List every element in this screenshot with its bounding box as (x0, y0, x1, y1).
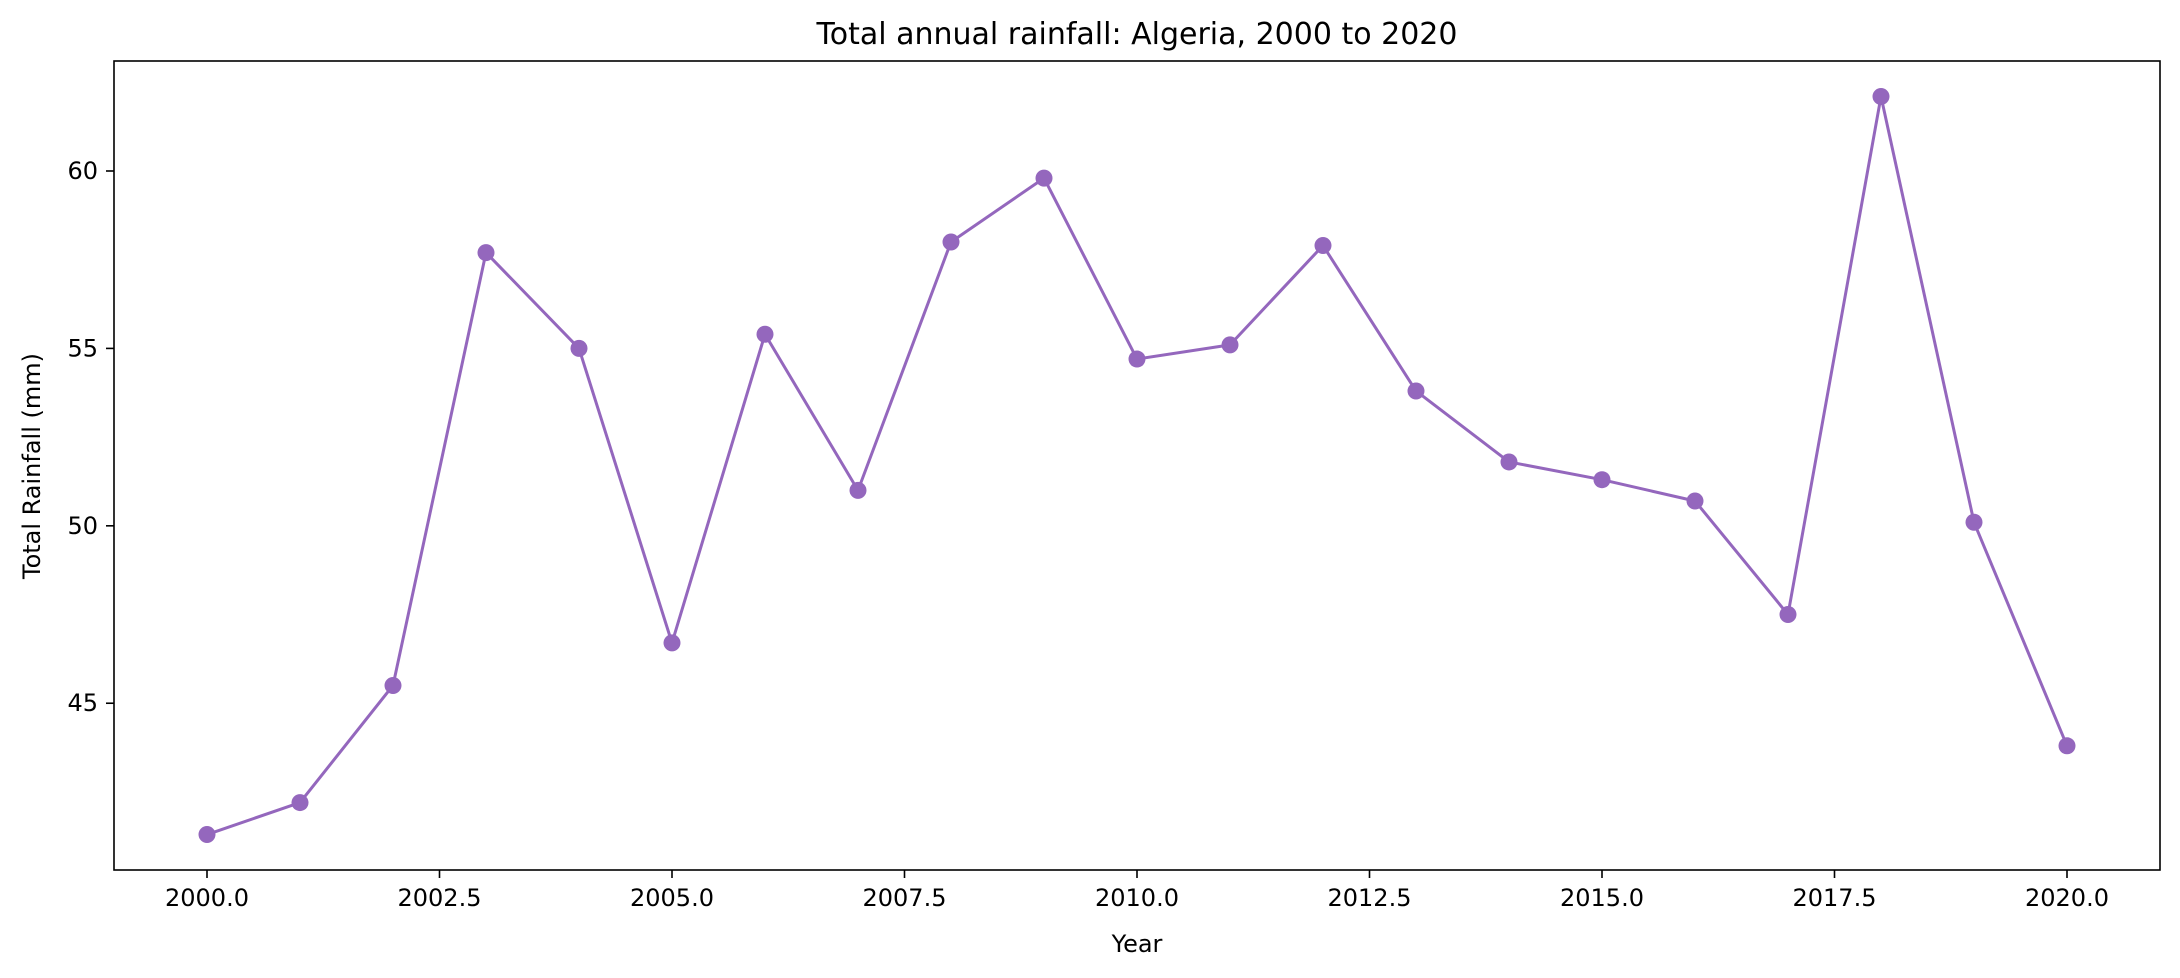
data-point (849, 481, 867, 499)
y-tick-label: 55 (67, 334, 98, 362)
data-point (1593, 471, 1611, 489)
y-axis-label: Total Rainfall (mm) (18, 353, 46, 580)
x-tick-label: 2017.5 (1793, 884, 1877, 912)
data-point (1221, 336, 1239, 354)
data-point (477, 244, 495, 262)
x-tick-label: 2010.0 (1095, 884, 1179, 912)
plot-area: 2000.0 2002.5 2005.0 2007.5 2010.0 2012.5 2015… (67, 60, 2161, 912)
data-point (2058, 737, 2076, 755)
data-point (1965, 513, 1983, 531)
x-tick-label: 2002.5 (398, 884, 482, 912)
data-point (942, 233, 960, 251)
data-point (1035, 169, 1053, 187)
data-point (570, 339, 588, 357)
data-point (663, 634, 681, 652)
x-axis-label: Year (1111, 930, 1163, 958)
data-point (198, 826, 216, 844)
data-point (1314, 237, 1332, 255)
data-point (1872, 87, 1890, 105)
y-tick-label: 50 (67, 512, 98, 540)
data-point (1128, 350, 1146, 368)
data-point (756, 325, 774, 343)
y-tick-label: 45 (67, 689, 98, 717)
data-point (384, 676, 402, 694)
x-tick-label: 2015.0 (1560, 884, 1644, 912)
x-tick-label: 2000.0 (165, 884, 249, 912)
x-tick-label: 2020.0 (2025, 884, 2109, 912)
x-tick-label: 2012.5 (1328, 884, 1412, 912)
y-tick-label: 60 (67, 157, 98, 185)
data-point (1779, 606, 1797, 624)
x-tick-label: 2007.5 (863, 884, 947, 912)
series-line (206, 94, 2069, 836)
x-tick-label: 2005.0 (630, 884, 714, 912)
axes-frame (113, 60, 2161, 871)
data-point (291, 794, 309, 812)
chart-title: Total annual rainfall: Algeria, 2000 to … (816, 17, 1458, 52)
data-point (1500, 453, 1518, 471)
data-point (1686, 492, 1704, 510)
data-point (1407, 382, 1425, 400)
